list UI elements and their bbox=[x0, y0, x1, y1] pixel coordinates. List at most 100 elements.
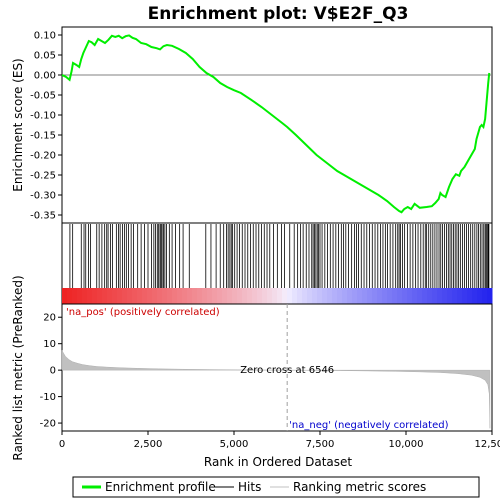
gradient-segment bbox=[227, 288, 233, 304]
x-tick-label: 10,000 bbox=[389, 439, 424, 450]
gradient-segment bbox=[212, 288, 218, 304]
es-y-tick-label: -0.05 bbox=[30, 91, 56, 102]
gradient-segment bbox=[267, 288, 273, 304]
gradient-segment bbox=[327, 288, 333, 304]
metric-y-tick-label: 0 bbox=[50, 366, 56, 377]
gradient-segment bbox=[182, 288, 188, 304]
gradient-segment bbox=[337, 288, 343, 304]
gradient-segment bbox=[112, 288, 118, 304]
gradient-segment bbox=[197, 288, 203, 304]
gradient-segment bbox=[307, 288, 313, 304]
gradient-segment bbox=[457, 288, 463, 304]
gradient-segment bbox=[487, 288, 493, 304]
gradient-segment bbox=[162, 288, 168, 304]
gradient-segment bbox=[352, 288, 358, 304]
es-panel: 0.10 0.05 0.00 -0.05 -0.10 -0.15 -0.20 -0.25 -0.… bbox=[11, 27, 492, 223]
gradient-segment bbox=[407, 288, 413, 304]
gradient-segment bbox=[242, 288, 248, 304]
rank-gradient-bar bbox=[62, 288, 493, 304]
gradient-segment bbox=[77, 288, 83, 304]
gradient-segment bbox=[432, 288, 438, 304]
gradient-segment bbox=[292, 288, 298, 304]
gradient-segment bbox=[332, 288, 338, 304]
gradient-segment bbox=[122, 288, 128, 304]
gradient-segment bbox=[347, 288, 353, 304]
gradient-segment bbox=[387, 288, 393, 304]
legend-label: Hits bbox=[238, 480, 261, 494]
gradient-segment bbox=[132, 288, 138, 304]
gradient-segment bbox=[287, 288, 293, 304]
es-y-tick-label: -0.15 bbox=[30, 131, 56, 142]
gradient-segment bbox=[117, 288, 123, 304]
es-y-tick-label: -0.20 bbox=[30, 151, 56, 162]
gradient-segment bbox=[277, 288, 283, 304]
gradient-segment bbox=[282, 288, 288, 304]
gradient-segment bbox=[87, 288, 93, 304]
metric-y-tick-label: -20 bbox=[40, 419, 56, 430]
gradient-segment bbox=[297, 288, 303, 304]
legend-label: Enrichment profile bbox=[105, 480, 216, 494]
gradient-segment bbox=[222, 288, 228, 304]
gradient-segment bbox=[262, 288, 268, 304]
gradient-segment bbox=[272, 288, 278, 304]
gradient-segment bbox=[217, 288, 223, 304]
gradient-segment bbox=[147, 288, 153, 304]
gradient-segment bbox=[477, 288, 483, 304]
gradient-segment bbox=[237, 288, 243, 304]
x-tick-label: 7,500 bbox=[306, 439, 335, 450]
gradient-segment bbox=[482, 288, 488, 304]
gradient-segment bbox=[67, 288, 73, 304]
gradient-segment bbox=[342, 288, 348, 304]
positive-correlation-label: 'na_pos' (positively correlated) bbox=[66, 307, 220, 318]
gradient-segment bbox=[157, 288, 163, 304]
gradient-segment bbox=[472, 288, 478, 304]
hits-panel bbox=[62, 223, 493, 304]
gradient-segment bbox=[367, 288, 373, 304]
gradient-segment bbox=[252, 288, 258, 304]
gradient-segment bbox=[397, 288, 403, 304]
gradient-segment bbox=[177, 288, 183, 304]
gradient-segment bbox=[92, 288, 98, 304]
metric-y-tick-label: 20 bbox=[43, 313, 56, 324]
gradient-segment bbox=[382, 288, 388, 304]
es-plot-frame bbox=[62, 27, 492, 223]
gradient-segment bbox=[202, 288, 208, 304]
gradient-segment bbox=[127, 288, 133, 304]
gradient-segment bbox=[392, 288, 398, 304]
x-tick-label: 12,500 bbox=[475, 439, 500, 450]
chart-title: Enrichment plot: V$E2F_Q3 bbox=[148, 4, 409, 24]
negative-correlation-label: 'na_neg' (negatively correlated) bbox=[289, 420, 448, 431]
gradient-segment bbox=[362, 288, 368, 304]
gradient-segment bbox=[427, 288, 433, 304]
gradient-segment bbox=[102, 288, 108, 304]
gradient-segment bbox=[72, 288, 78, 304]
x-tick-label: 2,500 bbox=[134, 439, 163, 450]
es-y-tick-label: 0.00 bbox=[34, 71, 56, 82]
es-y-tick-label: 0.10 bbox=[34, 31, 56, 42]
gradient-segment bbox=[107, 288, 113, 304]
zero-cross-annotation: Zero cross at 6546 bbox=[240, 365, 334, 376]
gradient-segment bbox=[232, 288, 238, 304]
gradient-segment bbox=[447, 288, 453, 304]
gradient-segment bbox=[142, 288, 148, 304]
x-tick-label: 5,000 bbox=[220, 439, 249, 450]
es-y-tick-label: -0.35 bbox=[30, 211, 56, 222]
gradient-segment bbox=[442, 288, 448, 304]
gradient-segment bbox=[377, 288, 383, 304]
gradient-segment bbox=[317, 288, 323, 304]
es-y-tick-label: -0.25 bbox=[30, 171, 56, 182]
es-y-tick-label: 0.05 bbox=[34, 51, 56, 62]
gradient-segment bbox=[402, 288, 408, 304]
gradient-segment bbox=[312, 288, 318, 304]
es-y-tick-label: -0.10 bbox=[30, 111, 56, 122]
gradient-segment bbox=[412, 288, 418, 304]
gradient-segment bbox=[357, 288, 363, 304]
x-axis-label: Rank in Ordered Dataset bbox=[204, 455, 352, 469]
gradient-segment bbox=[192, 288, 198, 304]
gradient-segment bbox=[247, 288, 253, 304]
gradient-segment bbox=[187, 288, 193, 304]
x-tick-label: 0 bbox=[59, 439, 65, 450]
gradient-segment bbox=[462, 288, 468, 304]
